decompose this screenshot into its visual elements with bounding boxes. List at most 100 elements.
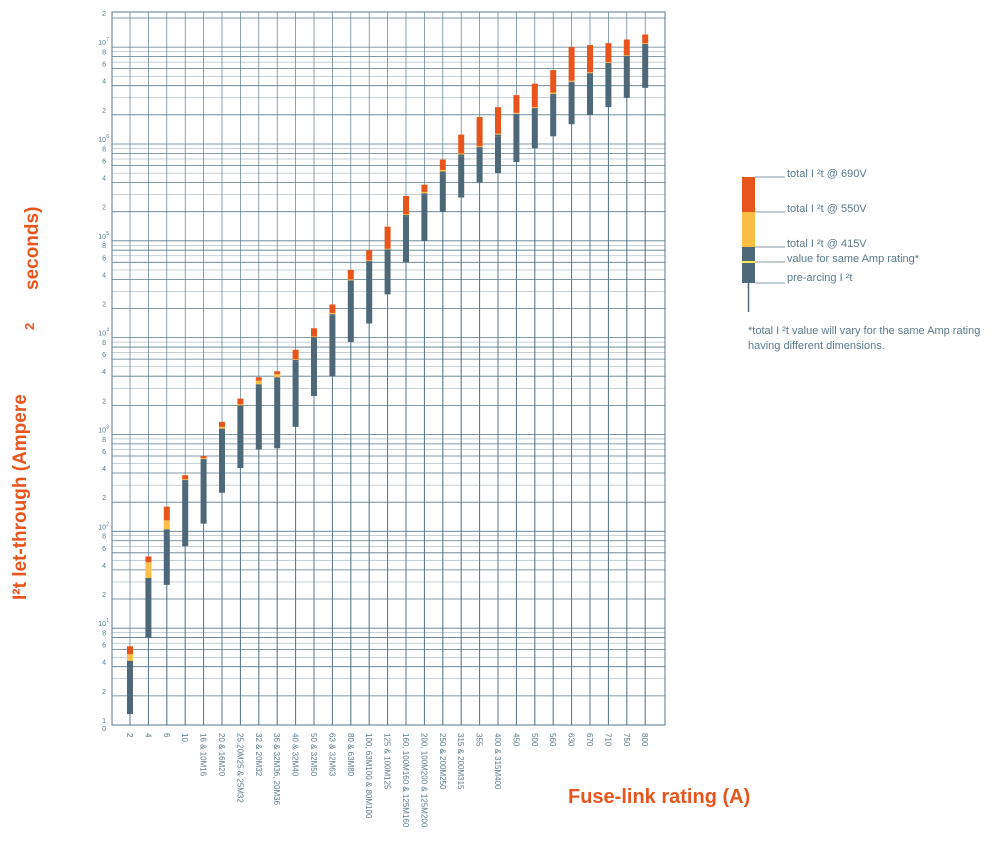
bar-segment-550v: [292, 359, 299, 360]
bar-segment-pre-arcing: [458, 156, 465, 198]
bar-segment-690v: [513, 95, 520, 113]
x-tick-label: 125 & 100M125: [383, 733, 392, 790]
bar-segment-690v: [163, 506, 170, 521]
bar-segment-690v: [458, 134, 465, 154]
bar-segment-415v: [623, 55, 630, 57]
bar-segment-pre-arcing: [200, 459, 207, 524]
bar-segment-690v: [587, 45, 593, 73]
bar-segment-550v: [421, 191, 428, 194]
x-tick-label: 63 & 32M63: [327, 733, 336, 777]
bar-segment-690v: [531, 83, 538, 108]
y-tick-label: 4: [102, 369, 106, 376]
bar-segment-690v: [292, 349, 299, 360]
bar-segment-pre-arcing: [145, 587, 152, 638]
x-tick-label: 200, 100M200 & 125M200: [419, 733, 428, 828]
y-tick-label: 2: [102, 205, 106, 212]
bar-segment-690v: [311, 328, 317, 337]
bar-segment-550v: [182, 479, 189, 481]
bar-segment-415v: [495, 134, 501, 137]
x-tick-labels: 2 4 6 10 16 & 10M16 20 & 16M20 25,20M25 & 25M3…: [125, 733, 649, 828]
x-tick-label: 630: [567, 733, 576, 747]
bar-segment-550v: [237, 404, 244, 406]
bar-segment-pre-arcing: [366, 262, 373, 324]
bar-segment-pre-arcing: [421, 194, 428, 241]
bar-segment-550v: [623, 54, 630, 56]
y-axis-title-units: seconds): [22, 206, 43, 290]
bar-segment-415v: [458, 154, 465, 157]
bar-segment-690v: [329, 304, 336, 313]
y-tick-label: 1: [102, 718, 106, 725]
y-tick-label: 6: [102, 352, 106, 359]
bar-segment-pre-arcing: [513, 114, 520, 163]
bar-segment-690v: [605, 43, 612, 63]
bar-segment-550v: [495, 133, 501, 135]
bar-segment-550v: [587, 72, 593, 74]
bar-segment-pre-arcing: [550, 95, 557, 137]
legend-label-same-amp: value for same Amp rating*: [787, 253, 920, 265]
bar-segment-415v: [568, 81, 575, 83]
x-tick-label: 400 & 315M400: [493, 733, 502, 790]
bar-segment-550v: [145, 562, 152, 578]
bar-segment-690v: [200, 455, 207, 459]
y-tick-label: 4: [102, 660, 106, 667]
bar-segment-550v: [458, 153, 465, 155]
y-tick-label: 8: [102, 437, 106, 444]
plot-frame: [111, 11, 666, 726]
bar-segment-550v: [219, 426, 225, 429]
legend-swatch-690v: [742, 177, 755, 212]
y-tick-label: 10: [98, 40, 106, 47]
y-tick-exponent: 3: [106, 424, 109, 430]
bar-segment-690v: [145, 556, 152, 563]
x-tick-label: 4: [143, 733, 152, 738]
x-tick-label: 355: [475, 733, 484, 747]
bar-segment-415v: [642, 43, 649, 46]
bar-segment-pre-arcing: [163, 535, 170, 585]
y-tick-label: 6: [102, 546, 106, 553]
bar-segment-550v: [163, 520, 170, 530]
grid-layer: [111, 11, 666, 726]
bar-segment-550v: [531, 107, 538, 109]
y-tick-label: 6: [102, 643, 106, 650]
bar-segment-pre-arcing: [347, 281, 354, 343]
bar-segment-pre-arcing: [274, 379, 281, 449]
bar-segment-415v: [513, 113, 520, 115]
x-tick-label: 20 & 16M20: [217, 733, 226, 777]
bar-segment-415v: [605, 62, 612, 64]
bar-segment-550v: [403, 214, 409, 216]
bar-segment-550v: [605, 62, 612, 63]
bar-segment-690v: [439, 159, 446, 170]
bar-segment-pre-arcing: [237, 407, 244, 469]
bar-segment-690v: [237, 398, 244, 405]
bar-segment-415v: [384, 249, 391, 251]
x-tick-label: 250 & 200M250: [438, 733, 447, 790]
y-tick-label: 6: [102, 62, 106, 69]
x-tick-label: 50 & 32M50: [309, 733, 318, 777]
bar-segment-pre-arcing: [476, 148, 483, 183]
legend-label-415v: total I ²t @ 415V: [787, 238, 867, 250]
bar-segment-690v: [347, 269, 354, 280]
y-tick-label: 4: [102, 563, 106, 570]
bar-segment-550v: [568, 80, 575, 82]
y-tick-label: 6: [102, 255, 106, 262]
y-tick-label: 6: [102, 449, 106, 456]
y-tick-label: 2: [102, 302, 106, 309]
x-tick-label: 100, 63M100 & 80M100: [364, 733, 373, 819]
y-tick-label: 8: [102, 243, 106, 250]
x-tick-label: 10: [180, 733, 189, 742]
y-tick-label: 8: [102, 50, 106, 57]
bar-segment-415v: [347, 280, 354, 282]
y-tick-label: 2: [102, 398, 106, 405]
bar-segment-415v: [274, 377, 281, 380]
bar-segment-415v: [329, 314, 336, 316]
y-axis-title-superscript: 2: [22, 322, 37, 330]
bar-segment-415v: [421, 193, 428, 195]
bar-segment-pre-arcing: [311, 338, 317, 396]
x-tick-label: 6: [162, 733, 171, 738]
y-tick-exponent: 7: [106, 37, 109, 43]
bar-layer: [127, 34, 649, 725]
bar-segment-550v: [550, 92, 557, 94]
bar-segment-415v: [255, 384, 262, 387]
x-tick-label: 750: [622, 733, 631, 747]
